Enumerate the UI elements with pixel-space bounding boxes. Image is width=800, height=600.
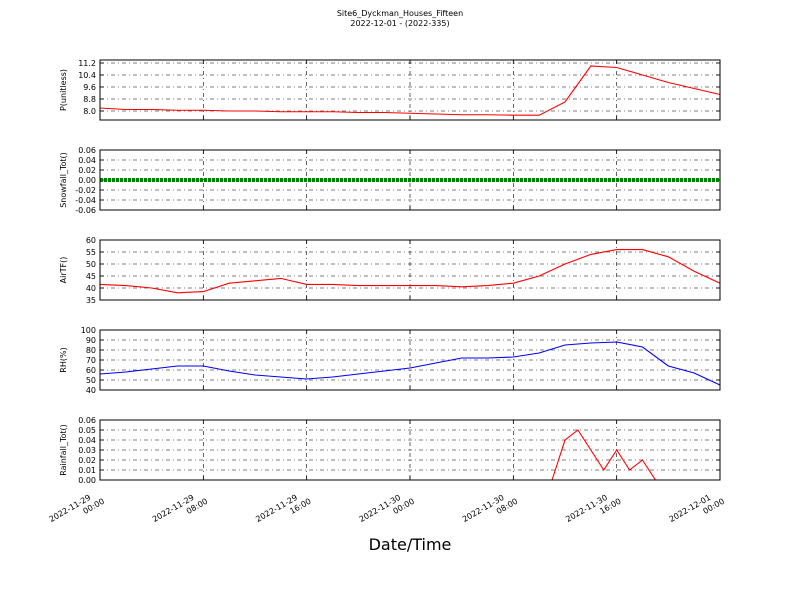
x-tick-label: 2022-11-2916:00 — [254, 488, 312, 533]
y-tick-label: -0.06 — [75, 206, 96, 215]
y-tick-label: 50 — [86, 260, 96, 269]
y-tick-label: 11.2 — [78, 59, 96, 68]
y-tick-label: 8.8 — [83, 95, 96, 104]
plot-frame — [99, 239, 721, 301]
y-tick-label: 0.05 — [78, 426, 96, 435]
y-tick-label: 40 — [86, 386, 96, 395]
y-tick-label: 0.04 — [78, 156, 96, 165]
y-tick-label: 60 — [86, 236, 96, 245]
y-tick-label: 0.02 — [78, 166, 96, 175]
y-axis-label: RH(%) — [59, 347, 68, 372]
y-axis-label: P(unitless) — [59, 69, 68, 111]
y-tick-label: 0.02 — [78, 456, 96, 465]
y-tick-label: 0.01 — [78, 466, 96, 475]
x-tick-label: 2022-11-3000:00 — [358, 488, 416, 533]
y-tick-label: 100 — [81, 326, 96, 335]
y-tick-label: 70 — [86, 356, 96, 365]
y-axis-label: Snowfall_Tot() — [59, 152, 68, 208]
y-tick-label: 45 — [86, 272, 96, 281]
y-tick-label: 55 — [86, 248, 96, 257]
y-tick-label: 0.04 — [78, 436, 96, 445]
y-tick-label: 0.03 — [78, 446, 96, 455]
y-tick-label: 60 — [86, 366, 96, 375]
y-tick-label: 8.0 — [83, 107, 96, 116]
y-tick-label: 0.00 — [78, 176, 96, 185]
y-tick-label: 0.06 — [78, 146, 96, 155]
x-axis-label: Date/Time — [369, 535, 452, 554]
y-tick-label: 80 — [86, 346, 96, 355]
data-line — [99, 65, 721, 116]
y-axis-label: AirTF() — [59, 257, 68, 284]
data-line — [99, 341, 721, 386]
y-tick-label: 40 — [86, 284, 96, 293]
y-tick-label: -0.04 — [75, 196, 96, 205]
plot-frame — [99, 149, 721, 211]
figure-title: Site6_Dyckman_Houses_Fifteen — [337, 9, 463, 18]
plot-frame — [99, 59, 721, 121]
plot-frame — [99, 419, 721, 481]
x-tick-label: 2022-11-2900:00 — [48, 488, 106, 533]
plot-frame — [99, 329, 721, 391]
y-tick-label: -0.02 — [75, 186, 96, 195]
y-tick-label: 50 — [86, 376, 96, 385]
y-tick-label: 9.6 — [83, 83, 96, 92]
y-tick-label: 0.00 — [78, 476, 96, 485]
y-axis-label: Rainfall_Tot() — [59, 424, 68, 476]
x-tick-label: 2022-11-2908:00 — [151, 488, 209, 533]
x-tick-label: 2022-11-3016:00 — [564, 488, 622, 533]
y-tick-label: 90 — [86, 336, 96, 345]
y-tick-label: 35 — [86, 296, 96, 305]
y-tick-label: 10.4 — [78, 71, 96, 80]
x-tick-label: 2022-12-0100:00 — [668, 488, 726, 533]
x-tick-label: 2022-11-3008:00 — [461, 488, 519, 533]
y-tick-label: 0.06 — [78, 416, 96, 425]
data-line — [99, 249, 721, 294]
figure-subtitle: 2022-12-01 - (2022-335) — [350, 19, 449, 28]
